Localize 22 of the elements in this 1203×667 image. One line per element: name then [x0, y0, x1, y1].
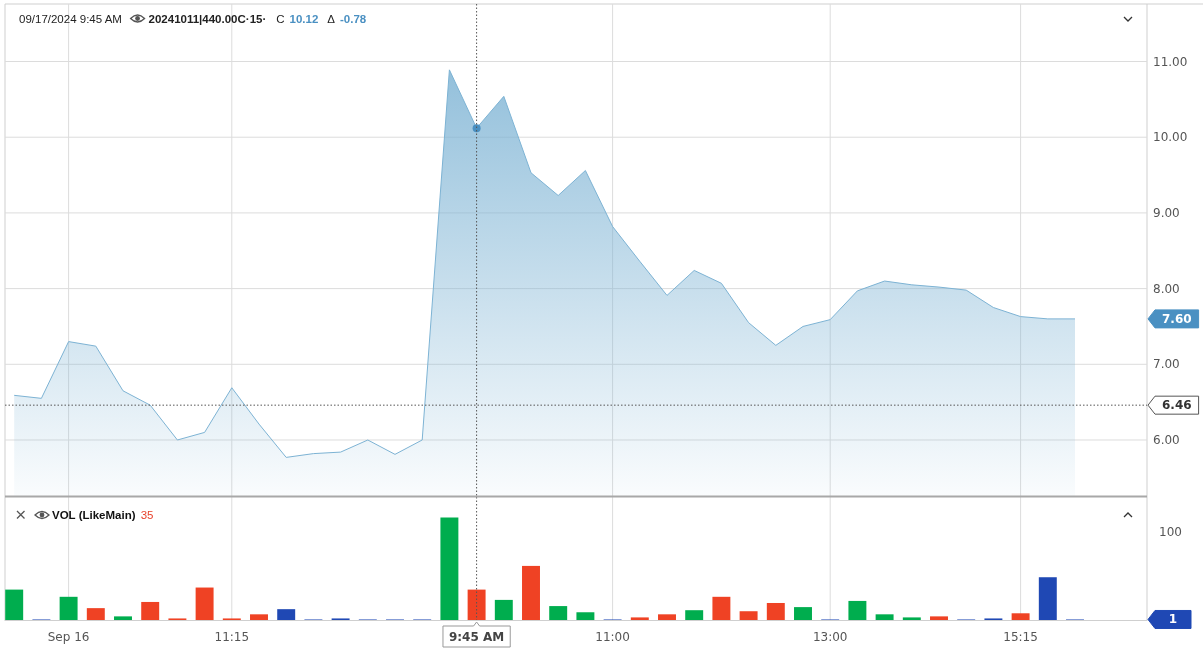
y-tick-label: 9.00 [1153, 205, 1180, 220]
x-tick-label: 15:15 [1003, 629, 1038, 644]
annotation: Δ -0.78 [327, 12, 367, 25]
x-tick-label: 9:45 AM [448, 629, 505, 644]
text: 7.60 [1162, 311, 1192, 326]
annotation: C 10.12 [276, 12, 319, 25]
text: 09/17/2024 9:45 AM [19, 12, 122, 25]
y-tick-label: 7.00 [1153, 357, 1180, 372]
y-tick-label: 8.00 [1153, 281, 1180, 296]
text: 1 [1168, 612, 1178, 627]
chart-subtitle: 35 [140, 509, 154, 521]
text: 100 [1159, 524, 1182, 539]
ref-line-label: 6.46 [1162, 398, 1192, 413]
text: 20241011|440.00C·15· [148, 12, 267, 25]
chart-title: VOL (LikeMain) [52, 509, 136, 521]
y-tick-label: 11.00 [1153, 54, 1188, 69]
x-tick-label: 13:00 [812, 629, 848, 644]
x-tick-label: 11:15 [214, 629, 250, 644]
x-tick-label: 11:00 [595, 629, 630, 644]
x-tick-label: Sep 16 [47, 629, 90, 644]
y-tick-label: 6.00 [1153, 432, 1180, 447]
y-tick-label: 10.00 [1153, 130, 1188, 145]
